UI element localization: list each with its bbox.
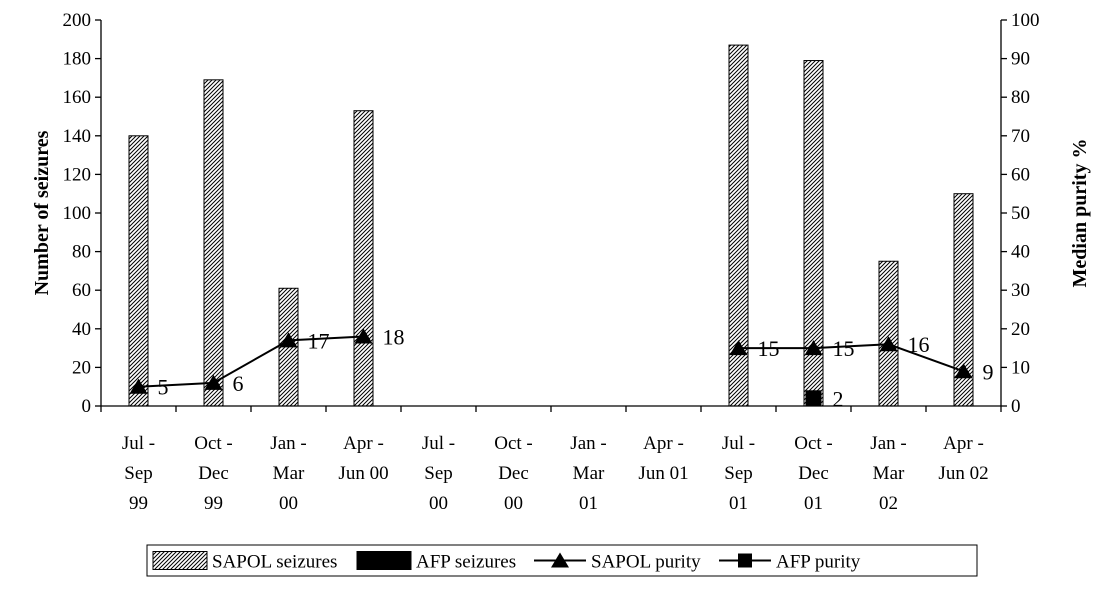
legend: SAPOL seizures AFP seizures SAPOL purity AF… [146, 544, 978, 577]
sapol-purity-data-label-3: 18 [383, 325, 405, 350]
right-y-tick-label: 20 [1011, 319, 1030, 340]
right-y-tick-label: 60 [1011, 164, 1030, 185]
right-y-tick-label: 40 [1011, 242, 1030, 263]
lines-layer [129, 328, 973, 407]
labels-layer: 5 6 17 18 15 15 16 9 2 [158, 325, 994, 412]
right-y-tick-label: 100 [1011, 10, 1040, 31]
x-tick-label: Jan -Mar 02 [870, 433, 906, 514]
sapol-purity-data-label-9: 15 [833, 336, 855, 361]
legend-marker-sapol-purity [551, 552, 569, 568]
right-y-tick-label: 70 [1011, 126, 1030, 147]
bar-sapol-seizures-0 [128, 135, 149, 407]
sapol-purity-data-label-1: 6 [233, 371, 244, 396]
left-y-tick-label: 80 [72, 242, 91, 263]
left-y-axis-title: Number of seizures [31, 130, 53, 295]
right-y-tick-label: 90 [1011, 49, 1030, 70]
bar-sapol-seizures-1 [203, 79, 224, 407]
left-y-tick-label: 60 [72, 280, 91, 301]
x-tick-label: Apr -Jun 02 [938, 433, 988, 484]
left-y-tick-label: 180 [63, 49, 92, 70]
legend-marker-afp-purity [738, 553, 752, 568]
bars-layer [128, 44, 974, 407]
sapol-purity-line-segment [138, 381, 214, 388]
x-tick-label: Oct -Dec 00 [494, 433, 533, 514]
sapol-purity-line-segment [813, 343, 889, 350]
sapol-purity-line-segment [288, 335, 364, 342]
legend-label-sapol-purity: SAPOL purity [591, 552, 701, 573]
x-tick-label: Jan -Mar 00 [270, 433, 306, 514]
x-tick-label: Oct -Dec 01 [794, 433, 833, 514]
left-y-tick-label: 0 [82, 396, 92, 417]
x-tick-label: Jul -Sep 00 [422, 433, 455, 514]
sapol-purity-marker-1 [204, 374, 223, 390]
legend-swatch-afp-seizures [356, 551, 412, 570]
sapol-purity-line-segment [213, 339, 289, 384]
right-y-tick-label: 10 [1011, 357, 1030, 378]
afp-purity-marker-9 [805, 390, 822, 407]
right-y-tick-label: 30 [1011, 280, 1030, 301]
sapol-purity-marker-11 [954, 363, 973, 379]
sapol-purity-data-label-2: 17 [308, 328, 330, 353]
sapol-purity-data-label-10: 16 [908, 332, 930, 357]
sapol-purity-data-label-0: 5 [158, 375, 169, 400]
sapol-purity-marker-2 [279, 332, 298, 348]
bar-sapol-seizures-10 [878, 260, 899, 407]
x-tick-label: Jul -Sep 99 [122, 433, 155, 514]
sapol-purity-marker-3 [354, 328, 373, 344]
legend-swatch-sapol-seizures [152, 551, 208, 570]
x-tick-label: Jan -Mar 01 [570, 433, 606, 514]
sapol-purity-data-label-8: 15 [758, 336, 780, 361]
legend-label-sapol-seizures: SAPOL seizures [212, 552, 337, 573]
sapol-purity-marker-9 [804, 340, 823, 356]
sapol-purity-data-label-11: 9 [983, 359, 994, 384]
right-y-axis-title: Median purity % [1069, 139, 1091, 288]
left-y-tick-label: 120 [63, 164, 92, 185]
left-y-tick-label: 160 [63, 87, 92, 108]
left-y-tick-label: 100 [63, 203, 92, 224]
sapol-purity-marker-10 [879, 336, 898, 352]
sapol-purity-line-segment [888, 343, 964, 373]
legend-label-afp-seizures: AFP seizures [416, 552, 516, 573]
sapol-purity-marker-0 [129, 378, 148, 394]
left-y-tick-label: 200 [63, 10, 92, 31]
afp-purity-data-label-9: 2 [833, 386, 844, 411]
legend-label-afp-purity: AFP purity [776, 552, 861, 573]
sapol-purity-marker-8 [729, 340, 748, 356]
left-y-tick-label: 140 [63, 126, 92, 147]
x-tick-label: Apr -Jun 00 [338, 433, 388, 484]
x-tick-label: Jul -Sep 01 [722, 433, 755, 514]
left-y-tick-label: 40 [72, 319, 91, 340]
right-y-tick-label: 50 [1011, 203, 1030, 224]
left-y-tick-label: 20 [72, 357, 91, 378]
x-tick-label: Apr -Jun 01 [638, 433, 688, 484]
axes-layer: 0 20 40 60 80 100 120 140 160 180 200 0 10 20 30 40 50 60… [31, 10, 1091, 514]
right-y-tick-label: 0 [1011, 396, 1021, 417]
bar-sapol-seizures-3 [353, 110, 374, 407]
right-y-tick-label: 80 [1011, 87, 1030, 108]
x-tick-label: Oct -Dec 99 [194, 433, 233, 514]
